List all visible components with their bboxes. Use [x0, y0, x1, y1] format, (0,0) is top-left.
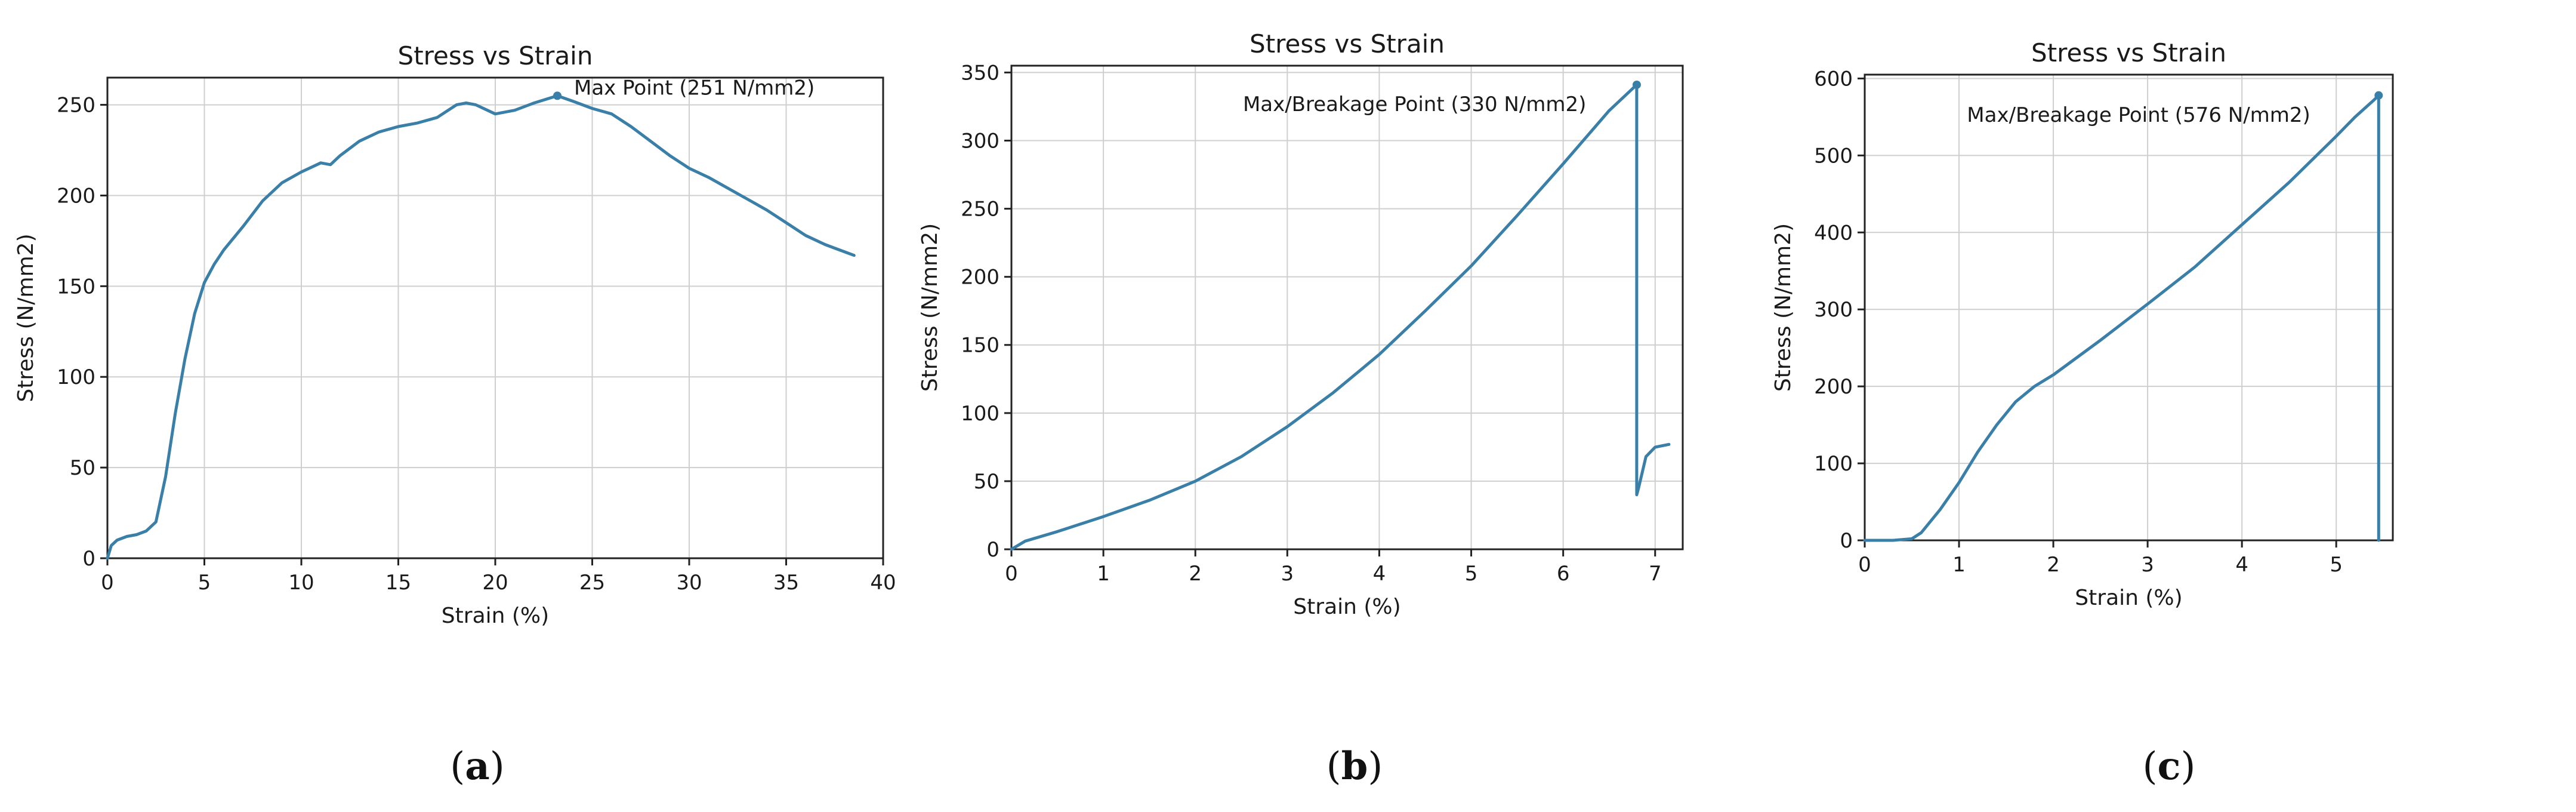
series-line: [106, 94, 856, 560]
y-tick-label: 100: [961, 402, 999, 426]
x-tick-label: 6: [1557, 562, 1570, 586]
subfigure-letter: a: [465, 744, 489, 789]
x-tick-label: 40: [870, 571, 896, 595]
max-point-annotation: Max/Breakage Point (330 N/mm2): [1243, 93, 1587, 116]
y-tick-label: 150: [961, 334, 999, 358]
y-tick-label: 0: [986, 538, 999, 562]
y-tick-label: 150: [57, 275, 95, 299]
series-line: [1863, 94, 2380, 542]
x-tick-label: 1: [1097, 562, 1110, 586]
max-point-marker: [553, 91, 562, 100]
series-line: [1010, 83, 1671, 551]
y-tick-label: 250: [961, 198, 999, 222]
x-tick-label: 1: [1952, 553, 1966, 577]
max-point-marker: [2374, 91, 2383, 100]
x-tick-label: 10: [288, 571, 314, 595]
x-tick-label: 2: [1189, 562, 1202, 586]
chart-title: Stress vs Strain: [398, 41, 593, 70]
y-tick-label: 100: [57, 365, 95, 389]
y-tick-label: 100: [1814, 452, 1853, 476]
axes-frame: [1864, 73, 2394, 542]
y-tick-label: 50: [974, 470, 999, 494]
x-tick-label: 4: [2235, 553, 2248, 577]
subfigure-caption: (c): [2143, 744, 2196, 789]
x-tick-label: 4: [1373, 562, 1386, 586]
x-tick-label: 3: [2141, 553, 2154, 577]
x-axis-label: Strain (%): [2075, 586, 2182, 610]
y-axis-label: Stress (N/mm2): [1771, 223, 1796, 392]
subfigure-letter: c: [2158, 744, 2181, 789]
axes-frame: [1010, 64, 1684, 550]
x-axis-label: Strain (%): [1293, 595, 1400, 619]
chart-b: 0 1 2 3 4 5 6 7 0 50 100 150 200 250 300 350 Stress vs S…: [918, 29, 1684, 789]
y-tick-label: 500: [1814, 144, 1853, 168]
y-tick-label: 200: [1814, 375, 1853, 399]
y-tick-label: 0: [82, 547, 95, 571]
max-point-marker: [1632, 80, 1641, 89]
y-tick-label: 300: [961, 129, 999, 153]
x-tick-label: 3: [1281, 562, 1294, 586]
y-tick-label: 400: [1814, 221, 1853, 245]
y-tick-label: 600: [1814, 67, 1853, 91]
y-tick-label: 50: [70, 456, 95, 480]
subfigure-caption: (a): [450, 744, 504, 789]
x-tick-label: 20: [482, 571, 508, 595]
y-tick-label: 250: [57, 94, 95, 118]
x-tick-label: 7: [1649, 562, 1662, 586]
x-tick-label: 30: [676, 571, 702, 595]
x-tick-label: 0: [1005, 562, 1018, 586]
x-tick-label: 5: [1465, 562, 1478, 586]
x-tick-label: 35: [773, 571, 799, 595]
y-tick-label: 350: [961, 61, 999, 85]
max-point-annotation: Max/Breakage Point (576 N/mm2): [1967, 103, 2310, 127]
y-tick-label: 300: [1814, 298, 1853, 322]
chart-title: Stress vs Strain: [2031, 38, 2226, 67]
x-tick-label: 5: [2330, 553, 2343, 577]
max-point-annotation: Max Point (251 N/mm2): [574, 76, 815, 100]
y-tick-label: 200: [57, 184, 95, 208]
x-tick-label: 0: [101, 571, 114, 595]
chart-a: 0 5 10 15 20 25 30 35 40 0 50 100 150 200 250 Stress vs…: [14, 41, 896, 789]
y-axis-label: Stress (N/mm2): [14, 233, 38, 402]
subfigure-letter: b: [1341, 744, 1368, 789]
x-tick-label: 15: [385, 571, 411, 595]
x-axis-label: Strain (%): [442, 604, 549, 628]
y-axis-label: Stress (N/mm2): [918, 223, 942, 392]
chart-title: Stress vs Strain: [1250, 29, 1445, 59]
chart-c: 0 1 2 3 4 5 0 100 200 300 400 500 600 Stress vs Strai…: [1771, 38, 2394, 789]
x-tick-label: 5: [198, 571, 211, 595]
x-tick-label: 2: [2047, 553, 2060, 577]
y-tick-label: 200: [961, 266, 999, 290]
subfigure-caption: (b): [1326, 744, 1383, 789]
y-tick-label: 0: [1840, 529, 1853, 553]
x-tick-label: 0: [1858, 553, 1871, 577]
x-tick-label: 25: [579, 571, 605, 595]
